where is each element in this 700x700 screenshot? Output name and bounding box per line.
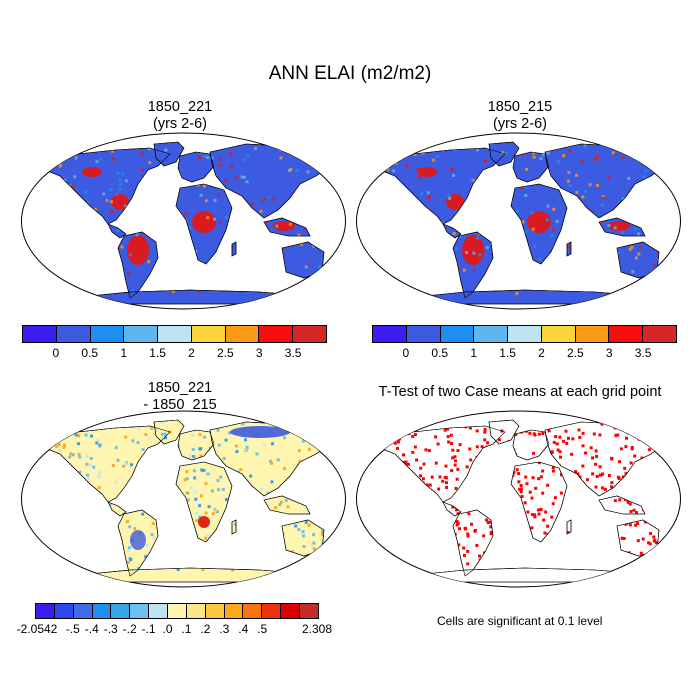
panel-2-title-line1: 1850_215 [487, 99, 553, 115]
colorbar-swatch [259, 326, 294, 342]
colorbar-swatch [36, 604, 55, 618]
new-zealand-landmass [664, 549, 672, 565]
colorbar-swatch [130, 604, 150, 618]
colorbar-tick-label: .1 [181, 622, 192, 636]
colorbar-swatch [293, 326, 327, 342]
colorbar-tick-label: 0.5 [81, 346, 99, 360]
figure-title: ANN ELAI (m2/m2) [268, 63, 432, 84]
colorbar-swatch [168, 604, 187, 618]
colorbar-swatch [406, 326, 441, 342]
colorbar-swatch [54, 604, 74, 618]
madagascar-landmass [566, 241, 572, 257]
map-panel-difference [21, 410, 346, 588]
new-zealand-landmass [329, 549, 337, 565]
colorbar-tick-label: 2.5 [566, 346, 584, 360]
colorbar-tick-label: -.2 [122, 622, 137, 636]
madagascar-landmass [231, 241, 237, 257]
new-zealand-landmass [329, 271, 337, 287]
colorbar-tick-label: .5 [257, 622, 268, 636]
colorbar-swatch [609, 326, 644, 342]
colorbar-tick-label: 3 [605, 346, 613, 360]
land-texture [50, 142, 336, 295]
colorbar-tick-label: -.5 [65, 622, 80, 636]
colorbar-swatch [56, 326, 91, 342]
panel-3-title: 1850_221 - 1850_215 [60, 380, 300, 414]
panel-1-title-line2: (yrs 2-6) [153, 116, 207, 132]
colorbar-swatch [225, 326, 260, 342]
significance-note: Cells are significant at 0.1 level [437, 614, 603, 628]
map-panel-1850-215 [356, 132, 681, 310]
colorbar-tick-label: 2.308 [301, 622, 333, 636]
panel-3-title-line2: - 1850_215 [143, 397, 217, 413]
colorbar-swatch [440, 326, 475, 342]
colorbar-tick-label: .2 [200, 622, 211, 636]
colorbar-tick-label: .0 [162, 622, 173, 636]
colorbar-tick-label: 2 [188, 346, 195, 360]
colorbar-tick-label: -.4 [84, 622, 99, 636]
panel-4-title-line1: T-Test of two Case means at each grid po… [378, 384, 662, 400]
colorbar-tick-label: 1.5 [149, 346, 166, 360]
colorbar-swatch [191, 326, 226, 342]
colorbar-swatch [575, 326, 610, 342]
colorbar-difference [35, 603, 319, 619]
madagascar-landmass [231, 519, 237, 535]
colorbar-swatch [508, 326, 542, 342]
panel-1-title: 1850_221 (yrs 2-6) [60, 99, 300, 133]
colorbar-swatch [186, 604, 206, 618]
colorbar-tick-label: 0 [52, 346, 60, 360]
colorbar-swatch [224, 604, 244, 618]
colorbar-tick-label: 2.5 [216, 346, 234, 360]
colorbar-tick-label: -2.0542 [16, 622, 58, 636]
colorbar-tick-label: 3 [255, 346, 263, 360]
colorbar-panel-1 [22, 325, 327, 343]
colorbar-swatch [205, 604, 225, 618]
colorbar-tick-label: 2 [538, 346, 545, 360]
colorbar-swatch [73, 604, 93, 618]
panel-4-title: T-Test of two Case means at each grid po… [355, 384, 685, 401]
colorbar-panel-2 [372, 325, 677, 343]
panel-3-title-line1: 1850_221 [147, 380, 213, 396]
colorbar-swatch [111, 604, 131, 618]
colorbar-tick-label: 0.5 [431, 346, 449, 360]
colorbar-tick-label: .4 [238, 622, 249, 636]
colorbar-swatch [90, 326, 125, 342]
colorbar-swatch [373, 326, 407, 342]
colorbar-tick-label: .3 [219, 622, 230, 636]
panel-2-title: 1850_215 (yrs 2-6) [400, 99, 640, 133]
panel-2-title-line2: (yrs 2-6) [493, 116, 547, 132]
colorbar-swatch [23, 326, 57, 342]
colorbar-tick-label: 3.5 [284, 346, 302, 360]
colorbar-swatch [541, 326, 576, 342]
colorbar-swatch [474, 326, 509, 342]
colorbar-swatch [124, 326, 159, 342]
map-panel-1850-221 [21, 132, 346, 310]
colorbar-swatch [262, 604, 282, 618]
colorbar-swatch [643, 326, 677, 342]
colorbar-tick-label: 1 [120, 346, 127, 360]
colorbar-swatch [281, 604, 301, 618]
new-zealand-landmass [664, 271, 672, 287]
colorbar-tick-label: 0 [402, 346, 410, 360]
colorbar-tick-label: 3.5 [634, 346, 652, 360]
map-panel-ttest [356, 410, 681, 588]
colorbar-swatch [92, 604, 112, 618]
colorbar-swatch [149, 604, 169, 618]
colorbar-tick-label: -.1 [141, 622, 156, 636]
colorbar-swatch [243, 604, 263, 618]
panel-1-title-line1: 1850_221 [147, 99, 213, 115]
colorbar-tick-label: -.3 [103, 622, 118, 636]
colorbar-swatch [158, 326, 192, 342]
colorbar-swatch [300, 604, 318, 618]
colorbar-tick-label: 1 [470, 346, 477, 360]
colorbar-tick-label: 1.5 [499, 346, 516, 360]
